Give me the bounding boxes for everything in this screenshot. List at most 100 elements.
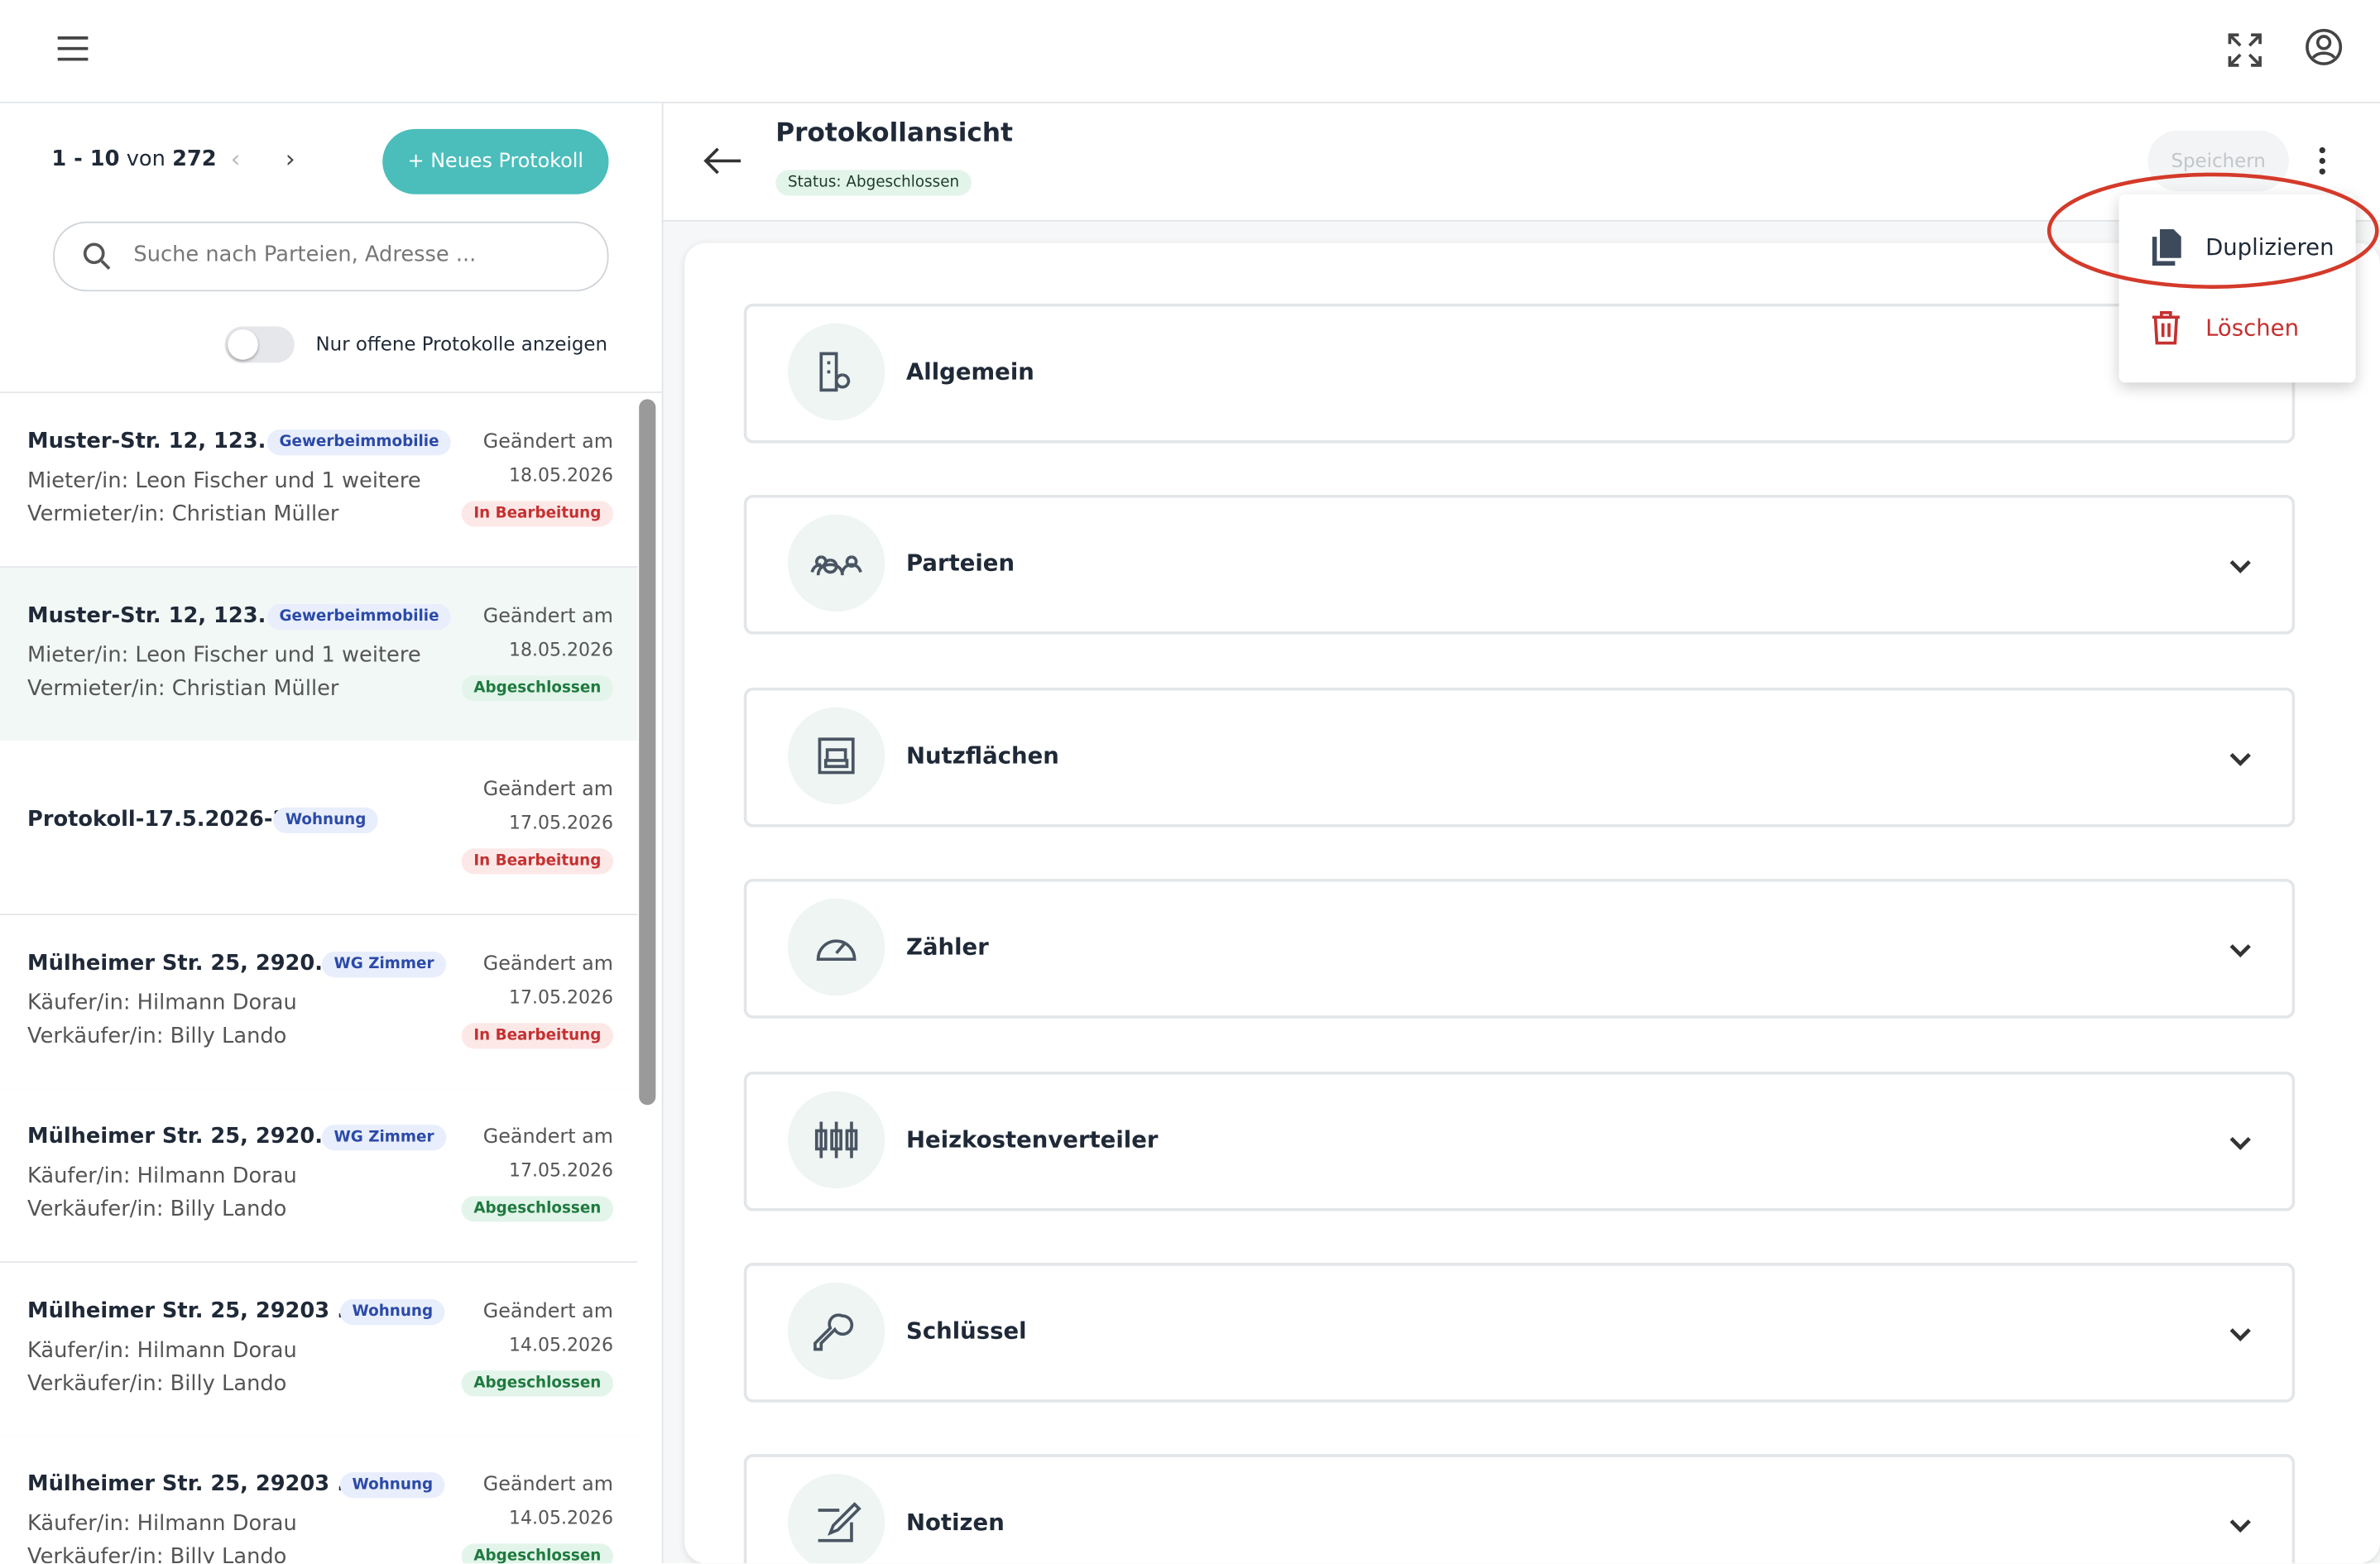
item-line: Mieter/in: Leon Fischer und 1 weitere xyxy=(27,468,421,494)
item-date: 14.05.2026 xyxy=(508,1507,614,1529)
save-button[interactable]: Speichern xyxy=(2147,130,2289,192)
section-icon xyxy=(787,1282,885,1380)
chevron xyxy=(2229,1513,2253,1542)
list-item[interactable]: Mülheimer Str. 25, 2920... WG Zimmer Käufe… xyxy=(0,914,638,1090)
chevron xyxy=(2229,1321,2253,1350)
chevron xyxy=(2229,1129,2253,1158)
item-line: Käufer/in: Hilmann Dorau xyxy=(27,990,297,1015)
item-title: Mülheimer Str. 25, 29203 ... xyxy=(27,1298,362,1323)
item-title: Muster-Str. 12, 123... xyxy=(27,429,282,454)
section-title: Parteien xyxy=(906,549,1015,578)
item-status: Abgeschlossen xyxy=(461,1543,614,1564)
item-line: Verkäufer/in: Billy Lando xyxy=(27,1197,287,1222)
toggle[interactable] xyxy=(224,326,295,363)
list-item[interactable]: Mülheimer Str. 25, 29203 ... Wohnung Käufe… xyxy=(0,1436,638,1564)
list-item[interactable]: Muster-Str. 12, 123... Gewerbeimmobilie Mi… xyxy=(0,393,638,568)
pager-range: 1 - 10 xyxy=(51,146,120,172)
item-status: In Bearbeitung xyxy=(461,1022,614,1048)
item-status: In Bearbeitung xyxy=(461,848,614,875)
item-date: 18.05.2026 xyxy=(508,638,614,660)
item-status: Abgeschlossen xyxy=(461,1196,614,1222)
next-page[interactable]: › xyxy=(285,144,295,174)
section-icon xyxy=(787,899,885,996)
section[interactable]: Parteien xyxy=(743,495,2296,636)
top-bar xyxy=(0,0,2380,103)
item-tag: Wohnung xyxy=(273,807,379,833)
divider xyxy=(663,219,2380,222)
section[interactable]: Zähler xyxy=(743,879,2296,1019)
list-item[interactable]: Mülheimer Str. 25, 29203 ... Wohnung Käufe… xyxy=(0,1262,638,1437)
section-title: Heizkostenverteiler xyxy=(906,1125,1159,1154)
detail-title: Protokollansicht xyxy=(775,118,1014,149)
more-button[interactable] xyxy=(2313,146,2331,179)
item-line: Verkäufer/in: Billy Lando xyxy=(27,1545,287,1564)
section-icon xyxy=(787,707,885,804)
back-button[interactable] xyxy=(701,146,743,176)
section-title: Zähler xyxy=(906,933,989,962)
section[interactable]: Heizkostenverteiler xyxy=(743,1071,2296,1211)
menu-delete[interactable]: Löschen xyxy=(2205,314,2300,342)
item-date: 18.05.2026 xyxy=(508,464,614,486)
item-tag: Gewerbeimmobilie xyxy=(266,429,452,456)
item-title: Mülheimer Str. 25, 29203 ... xyxy=(27,1472,362,1497)
item-line: Verkäufer/in: Billy Lando xyxy=(27,1024,287,1048)
search-placeholder: Suche nach Parteien, Adresse ... xyxy=(133,242,477,267)
item-changed: Geändert am xyxy=(482,1299,614,1323)
section-title: Nutzflächen xyxy=(906,741,1059,770)
fullscreen-icon[interactable] xyxy=(2225,31,2265,70)
item-title: Mülheimer Str. 25, 2920... xyxy=(27,951,339,976)
section[interactable]: Nutzflächen xyxy=(743,687,2296,828)
section[interactable]: Schlüssel xyxy=(743,1263,2296,1403)
item-line: Käufer/in: Hilmann Dorau xyxy=(27,1163,297,1189)
chevron xyxy=(2229,745,2253,774)
pager: 1 - 10 von 272 xyxy=(51,147,216,171)
item-status: Abgeschlossen xyxy=(461,1370,614,1396)
item-line: Käufer/in: Hilmann Dorau xyxy=(27,1511,297,1537)
section-icon xyxy=(787,1474,885,1564)
item-line: Mieter/in: Leon Fischer und 1 weitere xyxy=(27,642,421,668)
item-tag: Wohnung xyxy=(339,1298,445,1325)
item-tag: WG Zimmer xyxy=(321,951,447,977)
item-date: 14.05.2026 xyxy=(508,1333,614,1355)
new-button-label: Neues Protokoll xyxy=(430,150,584,174)
chevron xyxy=(2229,553,2253,582)
item-line: Vermieter/in: Christian Müller xyxy=(27,676,339,701)
section-icon xyxy=(787,323,885,421)
item-date: 17.05.2026 xyxy=(508,812,614,833)
item-tag: Wohnung xyxy=(339,1472,445,1499)
new-button[interactable]: + Neues Protokoll xyxy=(382,128,609,194)
item-date: 17.05.2026 xyxy=(508,986,614,1007)
chevron xyxy=(2229,937,2253,966)
list-item[interactable]: Protokoll-17.5.2026-2 Wohnung Geändert am 1… xyxy=(0,741,638,916)
section[interactable]: Allgemein xyxy=(743,303,2296,444)
item-title: Protokoll-17.5.2026-2 xyxy=(27,807,288,832)
item-changed: Geändert am xyxy=(482,430,614,454)
list-item[interactable]: Mülheimer Str. 25, 2920... WG Zimmer Käufe… xyxy=(0,1088,638,1264)
toggle-label: Nur offene Protokolle anzeigen xyxy=(315,332,608,356)
item-line: Verkäufer/in: Billy Lando xyxy=(27,1371,287,1396)
section-title: Schlüssel xyxy=(906,1317,1027,1346)
search-box[interactable]: Suche nach Parteien, Adresse ... xyxy=(53,221,609,292)
section[interactable]: Notizen xyxy=(743,1454,2296,1564)
menu-icon[interactable] xyxy=(55,33,91,64)
section-icon xyxy=(787,515,885,612)
item-title: Mülheimer Str. 25, 2920... xyxy=(27,1125,339,1149)
section-icon xyxy=(787,1091,885,1188)
status-value: Abgeschlossen xyxy=(846,174,960,192)
item-status: In Bearbeitung xyxy=(461,501,614,527)
status-pill: Status: Abgeschlossen xyxy=(775,170,972,196)
list-item[interactable]: Muster-Str. 12, 123... Gewerbeimmobilie Mi… xyxy=(0,567,638,741)
divider xyxy=(0,391,662,394)
item-title: Muster-Str. 12, 123... xyxy=(27,603,282,628)
context-menu: Duplizieren Löschen xyxy=(2118,194,2356,383)
account-icon[interactable] xyxy=(2304,27,2344,67)
prev-page[interactable]: ‹ xyxy=(230,144,241,174)
item-changed: Geändert am xyxy=(482,604,614,628)
item-changed: Geändert am xyxy=(482,952,614,976)
status-label: Status: xyxy=(787,174,842,192)
item-line: Käufer/in: Hilmann Dorau xyxy=(27,1337,297,1363)
item-tag: Gewerbeimmobilie xyxy=(266,603,452,630)
menu-duplicate[interactable]: Duplizieren xyxy=(2205,233,2334,261)
